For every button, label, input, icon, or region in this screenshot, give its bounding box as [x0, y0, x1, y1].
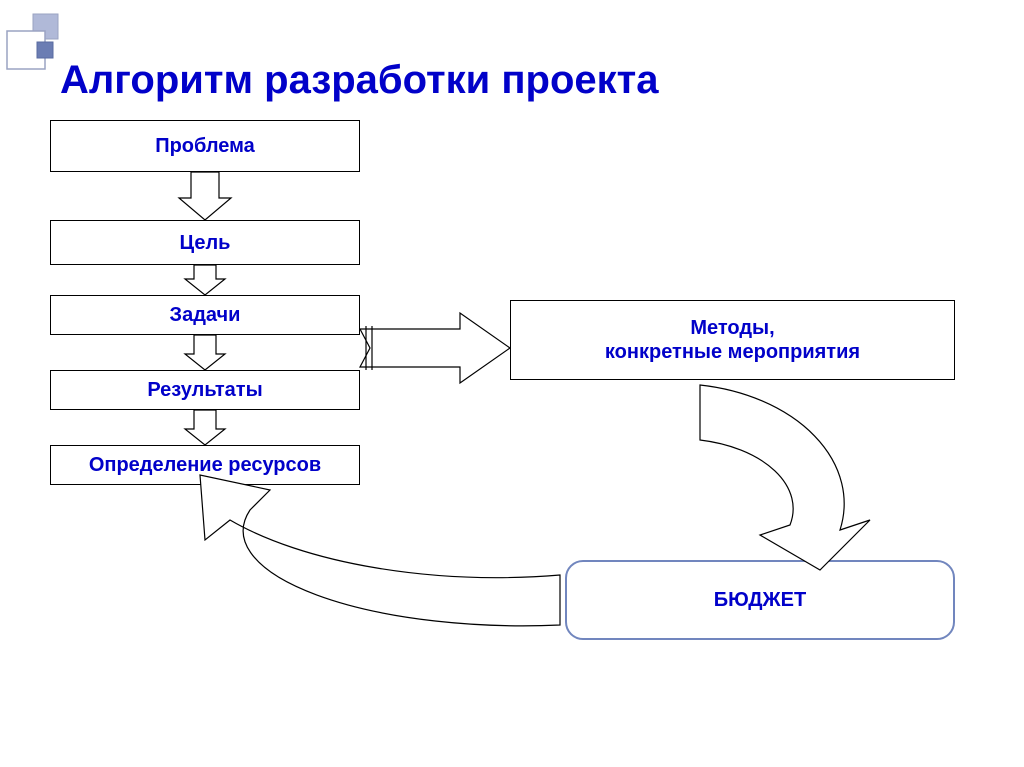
- deco-square-3: [37, 42, 53, 58]
- box-results-label: Результаты: [147, 378, 262, 402]
- arrow-right: [360, 313, 510, 383]
- box-goal-label: Цель: [180, 231, 231, 255]
- arrow-curve-budget-resources: [200, 475, 560, 626]
- box-budget-label: БЮДЖЕТ: [714, 589, 806, 612]
- box-resources-label: Определение ресурсов: [89, 453, 321, 477]
- arrow-down-2: [185, 265, 225, 295]
- box-methods-line2: конкретные мероприятия: [605, 340, 860, 364]
- arrow-curve-methods-budget: [700, 385, 870, 570]
- box-results: Результаты: [50, 370, 360, 410]
- box-problem-label: Проблема: [155, 134, 255, 158]
- box-goal: Цель: [50, 220, 360, 265]
- box-budget: БЮДЖЕТ: [565, 560, 955, 640]
- box-resources: Определение ресурсов: [50, 445, 360, 485]
- slide-title: Алгоритм разработки проекта: [60, 58, 659, 103]
- arrow-down-1: [179, 172, 231, 220]
- box-methods-line1: Методы,: [690, 316, 774, 340]
- arrow-down-4: [185, 410, 225, 445]
- box-problem: Проблема: [50, 120, 360, 172]
- box-methods: Методы, конкретные мероприятия: [510, 300, 955, 380]
- box-tasks-label: Задачи: [170, 303, 241, 327]
- arrow-down-3: [185, 335, 225, 370]
- box-tasks: Задачи: [50, 295, 360, 335]
